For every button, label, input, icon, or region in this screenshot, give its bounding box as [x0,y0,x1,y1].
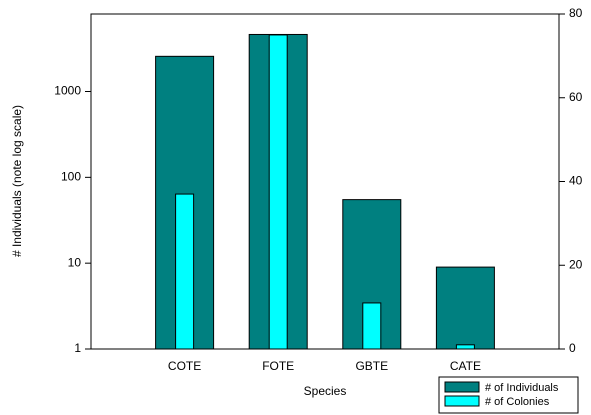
legend-swatch [444,381,480,393]
bar [342,199,402,350]
bar [435,266,495,350]
legend-label: # of Colonies [485,396,550,408]
legend-swatch [444,395,480,407]
x-tick-label: CATE [450,359,481,373]
y2-tick-label: 60 [569,90,583,104]
bar [175,193,195,350]
y-tick-label: 1000 [54,84,81,98]
y-tick-label: 100 [61,170,81,184]
x-tick-label: FOTE [262,359,294,373]
bar [362,302,382,350]
bar [455,344,475,350]
y-tick-label: 1 [74,341,81,355]
y2-tick-label: 40 [569,174,583,188]
x-tick-label: COTE [168,359,201,373]
x-tick-label: GBTE [355,359,388,373]
x-axis-label: Species [304,384,347,398]
legend-label: # of Individuals [485,382,559,394]
y-axis-label: # Individuals (note log scale) [10,105,24,257]
y2-tick-label: 80 [569,6,583,20]
y2-tick-label: 20 [569,257,583,271]
bar [268,34,288,350]
y-tick-label: 10 [68,255,82,269]
y2-tick-label: 0 [569,341,576,355]
